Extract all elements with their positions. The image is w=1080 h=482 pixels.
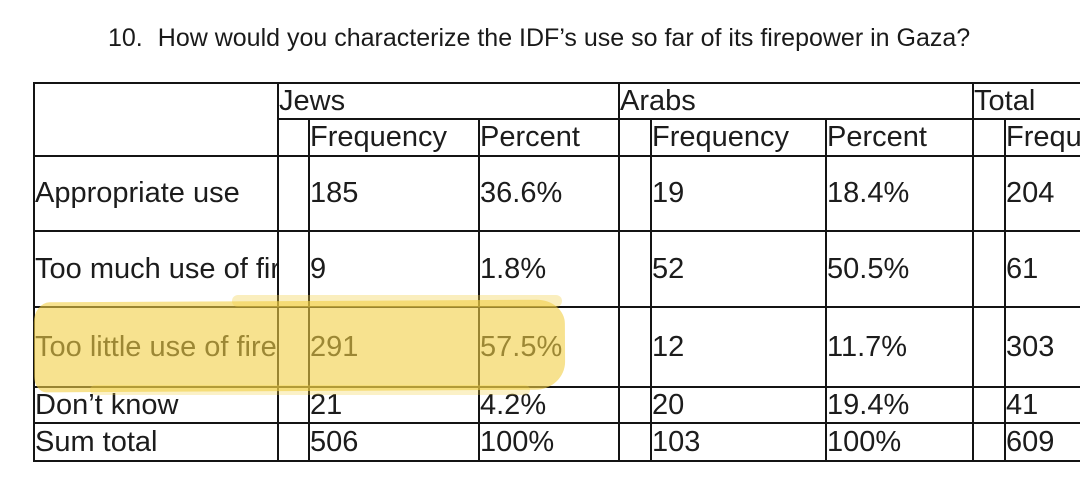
cell-jews-frequency: 9 bbox=[308, 230, 480, 308]
table-row-appropriate-use: Appropriate use 185 36.6% 19 18.4% 204 bbox=[33, 155, 1080, 232]
row-label: Don’t know bbox=[33, 386, 279, 424]
row-label: Too little use of firepower bbox=[33, 306, 279, 388]
table-row-sum-total: Sum total 506 100% 103 100% 609 bbox=[33, 422, 1080, 462]
spacer-cell bbox=[618, 386, 653, 424]
cell-jews-percent: 36.6% bbox=[477, 155, 621, 232]
spacer-cell bbox=[277, 422, 310, 462]
cell-arabs-percent: 18.4% bbox=[825, 155, 975, 232]
spacer-cell bbox=[277, 230, 310, 308]
spacer-cell bbox=[972, 386, 1007, 424]
cell-jews-frequency: 185 bbox=[308, 155, 480, 232]
cell-total-frequency: 41 bbox=[1004, 386, 1080, 424]
cell-jews-frequency: 506 bbox=[308, 422, 480, 462]
spacer-cell bbox=[277, 155, 310, 232]
spacer-cell bbox=[972, 118, 1007, 157]
question-title: 10. How would you characterize the IDF’s … bbox=[108, 24, 970, 53]
arabs-frequency-header: Frequency bbox=[650, 118, 828, 157]
cell-jews-percent: 1.8% bbox=[477, 230, 621, 308]
cell-arabs-percent: 100% bbox=[825, 422, 975, 462]
question-number: 10. bbox=[108, 24, 143, 52]
spacer-cell bbox=[618, 155, 653, 232]
table-row-too-little-use-highlighted: Too little use of firepower 291 57.5% 12… bbox=[33, 306, 1080, 388]
cell-arabs-frequency: 103 bbox=[650, 422, 828, 462]
cell-jews-frequency: 21 bbox=[308, 386, 480, 424]
cell-total-frequency: 303 bbox=[1004, 306, 1080, 388]
spacer-cell bbox=[618, 230, 653, 308]
spacer-cell bbox=[618, 422, 653, 462]
spacer-cell bbox=[972, 422, 1007, 462]
cell-arabs-frequency: 52 bbox=[650, 230, 828, 308]
group-header-total: Total bbox=[972, 82, 1080, 120]
cell-total-frequency: 61 bbox=[1004, 230, 1080, 308]
jews-frequency-header: Frequency bbox=[308, 118, 480, 157]
spacer-cell bbox=[277, 306, 310, 388]
cell-total-frequency: 609 bbox=[1004, 422, 1080, 462]
cell-arabs-percent: 11.7% bbox=[825, 306, 975, 388]
cell-arabs-percent: 50.5% bbox=[825, 230, 975, 308]
cell-jews-percent: 4.2% bbox=[477, 386, 621, 424]
cell-total-frequency: 204 bbox=[1004, 155, 1080, 232]
row-label: Sum total bbox=[33, 422, 279, 462]
spacer-cell bbox=[618, 118, 653, 157]
row-label-header-cell bbox=[33, 82, 279, 157]
table-row-dont-know: Don’t know 21 4.2% 20 19.4% 41 bbox=[33, 386, 1080, 424]
subheader-row: Frequency Percent Frequency Percent Freq… bbox=[34, 118, 1080, 157]
cell-arabs-frequency: 12 bbox=[650, 306, 828, 388]
spacer-cell bbox=[618, 306, 653, 388]
cell-arabs-frequency: 19 bbox=[650, 155, 828, 232]
row-label: Appropriate use bbox=[33, 155, 279, 232]
arabs-percent-header: Percent bbox=[825, 118, 975, 157]
total-frequency-header: Frequency bbox=[1004, 118, 1080, 157]
results-table-container: Jews Arabs Total Frequency Percent Frequ… bbox=[33, 82, 1080, 462]
spacer-cell bbox=[972, 306, 1007, 388]
spacer-cell bbox=[972, 230, 1007, 308]
spacer-cell bbox=[972, 155, 1007, 232]
jews-percent-header: Percent bbox=[477, 118, 621, 157]
cell-jews-percent: 100% bbox=[477, 422, 621, 462]
question-text: How would you characterize the IDF’s use… bbox=[157, 24, 971, 52]
cell-jews-frequency: 291 bbox=[308, 306, 480, 388]
row-label: Too much use of firepower bbox=[33, 230, 279, 308]
cell-arabs-percent: 19.4% bbox=[825, 386, 975, 424]
group-header-jews: Jews bbox=[276, 82, 621, 120]
table-row-too-much-use: Too much use of firepower 9 1.8% 52 50.5… bbox=[33, 230, 1080, 308]
group-header-arabs: Arabs bbox=[618, 82, 975, 120]
results-table: Jews Arabs Total Frequency Percent Frequ… bbox=[33, 82, 1080, 462]
spacer-cell bbox=[277, 386, 310, 424]
spacer-cell bbox=[277, 118, 310, 157]
group-header-row: Jews Arabs Total bbox=[33, 82, 1080, 157]
cell-arabs-frequency: 20 bbox=[650, 386, 828, 424]
cell-jews-percent: 57.5% bbox=[477, 306, 621, 388]
